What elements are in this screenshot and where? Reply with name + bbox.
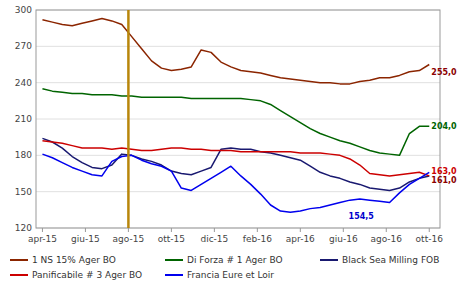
annotation: 204,0	[431, 122, 457, 131]
grid-line	[36, 46, 440, 47]
x-tick	[300, 228, 301, 232]
grid-line	[36, 155, 440, 156]
series-line	[42, 138, 429, 190]
x-tick	[42, 228, 43, 232]
grid-line	[36, 119, 440, 120]
legend-label: Di Forza # 1 Ager BO	[187, 255, 283, 265]
x-tick	[214, 228, 215, 232]
y-tick-label: 150	[15, 187, 32, 197]
legend-swatch	[10, 259, 28, 261]
plot-frame	[36, 10, 440, 228]
legend-label: Panificabile # 3 Ager BO	[32, 270, 142, 280]
y-tick-label: 240	[15, 78, 32, 88]
chart: 120 150 180 210 240 270 300 apr-15 giu-15 ago-15 o…	[0, 0, 474, 290]
x-tick	[429, 228, 430, 232]
legend-swatch	[10, 274, 28, 276]
vertical-line	[127, 10, 130, 228]
x-tick	[257, 228, 258, 232]
series-line	[42, 154, 429, 212]
series-line	[42, 18, 429, 83]
y-tick-label: 210	[15, 114, 32, 124]
legend-label: 1 NS 15% Ager BO	[32, 255, 116, 265]
annotation: 161,0	[431, 176, 457, 185]
x-tick-label: ago-16	[370, 234, 402, 244]
x-tick	[343, 228, 344, 232]
legend-label: Black Sea Milling FOB	[342, 255, 439, 265]
y-tick-label: 300	[15, 5, 32, 15]
legend: 1 NS 15% Ager BO Di Forza # 1 Ager BO Blac…	[10, 255, 439, 280]
x-tick-label: ott-16	[416, 234, 444, 244]
x-tick	[386, 228, 387, 232]
x-tick-label: dic-15	[200, 234, 228, 244]
y-tick-label: 270	[15, 41, 32, 51]
x-tick-label: giu-15	[71, 234, 100, 244]
x-tick-label: feb-16	[243, 234, 272, 244]
legend-swatch	[165, 274, 183, 276]
x-tick	[128, 228, 129, 232]
legend-label: Francia Eure et Loir	[187, 270, 274, 280]
x-tick-label: giu-16	[329, 234, 358, 244]
series-line	[42, 89, 429, 156]
grid-line	[36, 191, 440, 192]
legend-swatch	[165, 259, 183, 261]
y-tick-label: 180	[15, 150, 32, 160]
x-tick-label: ago-15	[113, 234, 145, 244]
annotation: 154,5	[349, 212, 375, 221]
x-tick	[85, 228, 86, 232]
grid-line	[36, 82, 440, 83]
x-tick-label: ott-15	[158, 234, 185, 244]
x-tick	[171, 228, 172, 232]
y-tick-label: 120	[15, 223, 32, 233]
annotation: 255,0	[431, 68, 457, 77]
plot-area	[42, 10, 429, 228]
legend-swatch	[320, 259, 338, 261]
x-tick-label: apr-16	[286, 234, 315, 244]
x-tick-label: apr-15	[28, 234, 57, 244]
